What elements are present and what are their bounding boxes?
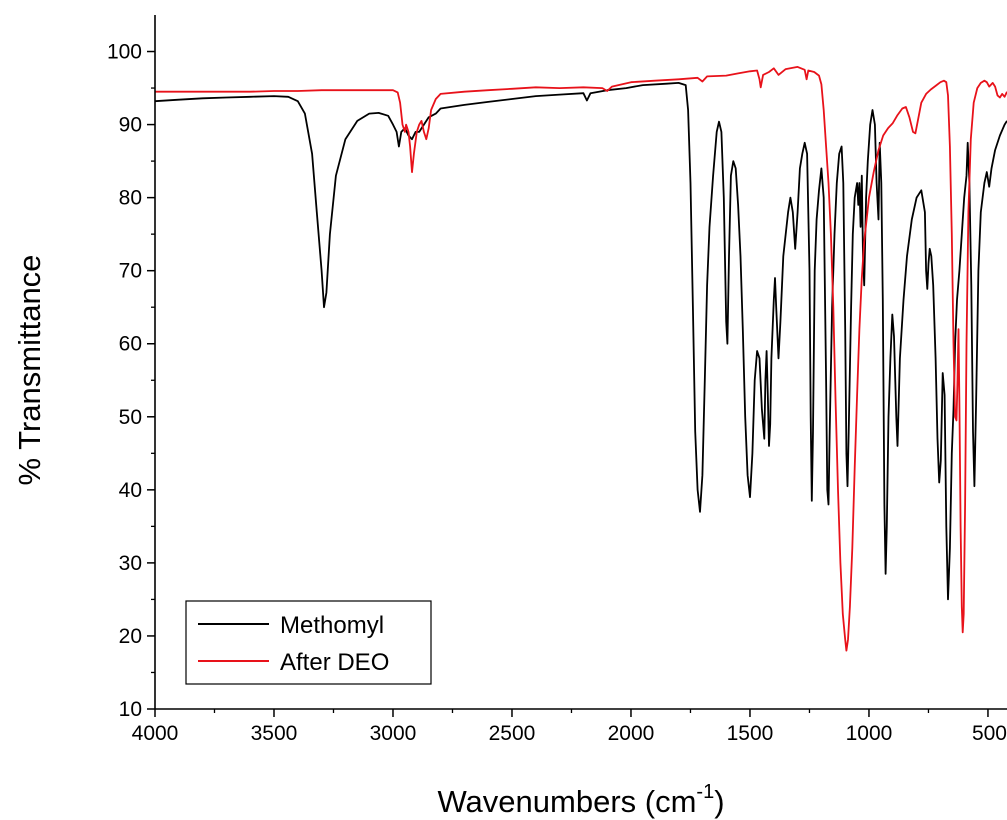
x-tick-label: 3000 [370,722,417,745]
x-axis-title: Wavenumbers (cm-1) [437,781,724,819]
x-tick-label: 1500 [727,722,774,745]
x-axis-title-main: Wavenumbers (cm [437,784,696,819]
x-axis-title-superscript: -1 [696,781,714,803]
labels-layer: 4000 3500 3000 2500 2000 1500 1000 500 10 20 30 40 5… [12,41,1007,819]
y-axis-title: % Transmittance [12,255,47,486]
legend-label-after-deo: After DEO [280,649,389,676]
y-tick-label: 50 [119,406,142,429]
x-tick-label: 2000 [608,722,655,745]
y-tick-label: 30 [119,552,142,575]
legend-label-methomyl: Methomyl [280,612,384,639]
y-tick-label: 70 [119,260,142,283]
y-tick-label: 60 [119,333,142,356]
x-tick-label: 3500 [251,722,298,745]
x-axis-title-close: ) [714,784,724,819]
y-tick-label: 80 [119,187,142,210]
y-tick-label: 10 [119,698,142,721]
x-tick-label: 500 [972,722,1007,745]
y-tick-label: 90 [119,114,142,137]
series-layer [155,66,1007,652]
x-tick-label: 1000 [846,722,893,745]
series-line-methomyl [155,82,1007,601]
y-tick-label: 100 [107,41,142,64]
series-line-after-deo [155,66,1007,652]
legend-box [185,600,432,685]
x-tick-label: 4000 [132,722,179,745]
y-tick-label: 20 [119,625,142,648]
y-tick-label: 40 [119,479,142,502]
legend: Methomyl After DEO [185,600,432,685]
axes-layer [147,15,1007,717]
x-tick-label: 2500 [489,722,536,745]
